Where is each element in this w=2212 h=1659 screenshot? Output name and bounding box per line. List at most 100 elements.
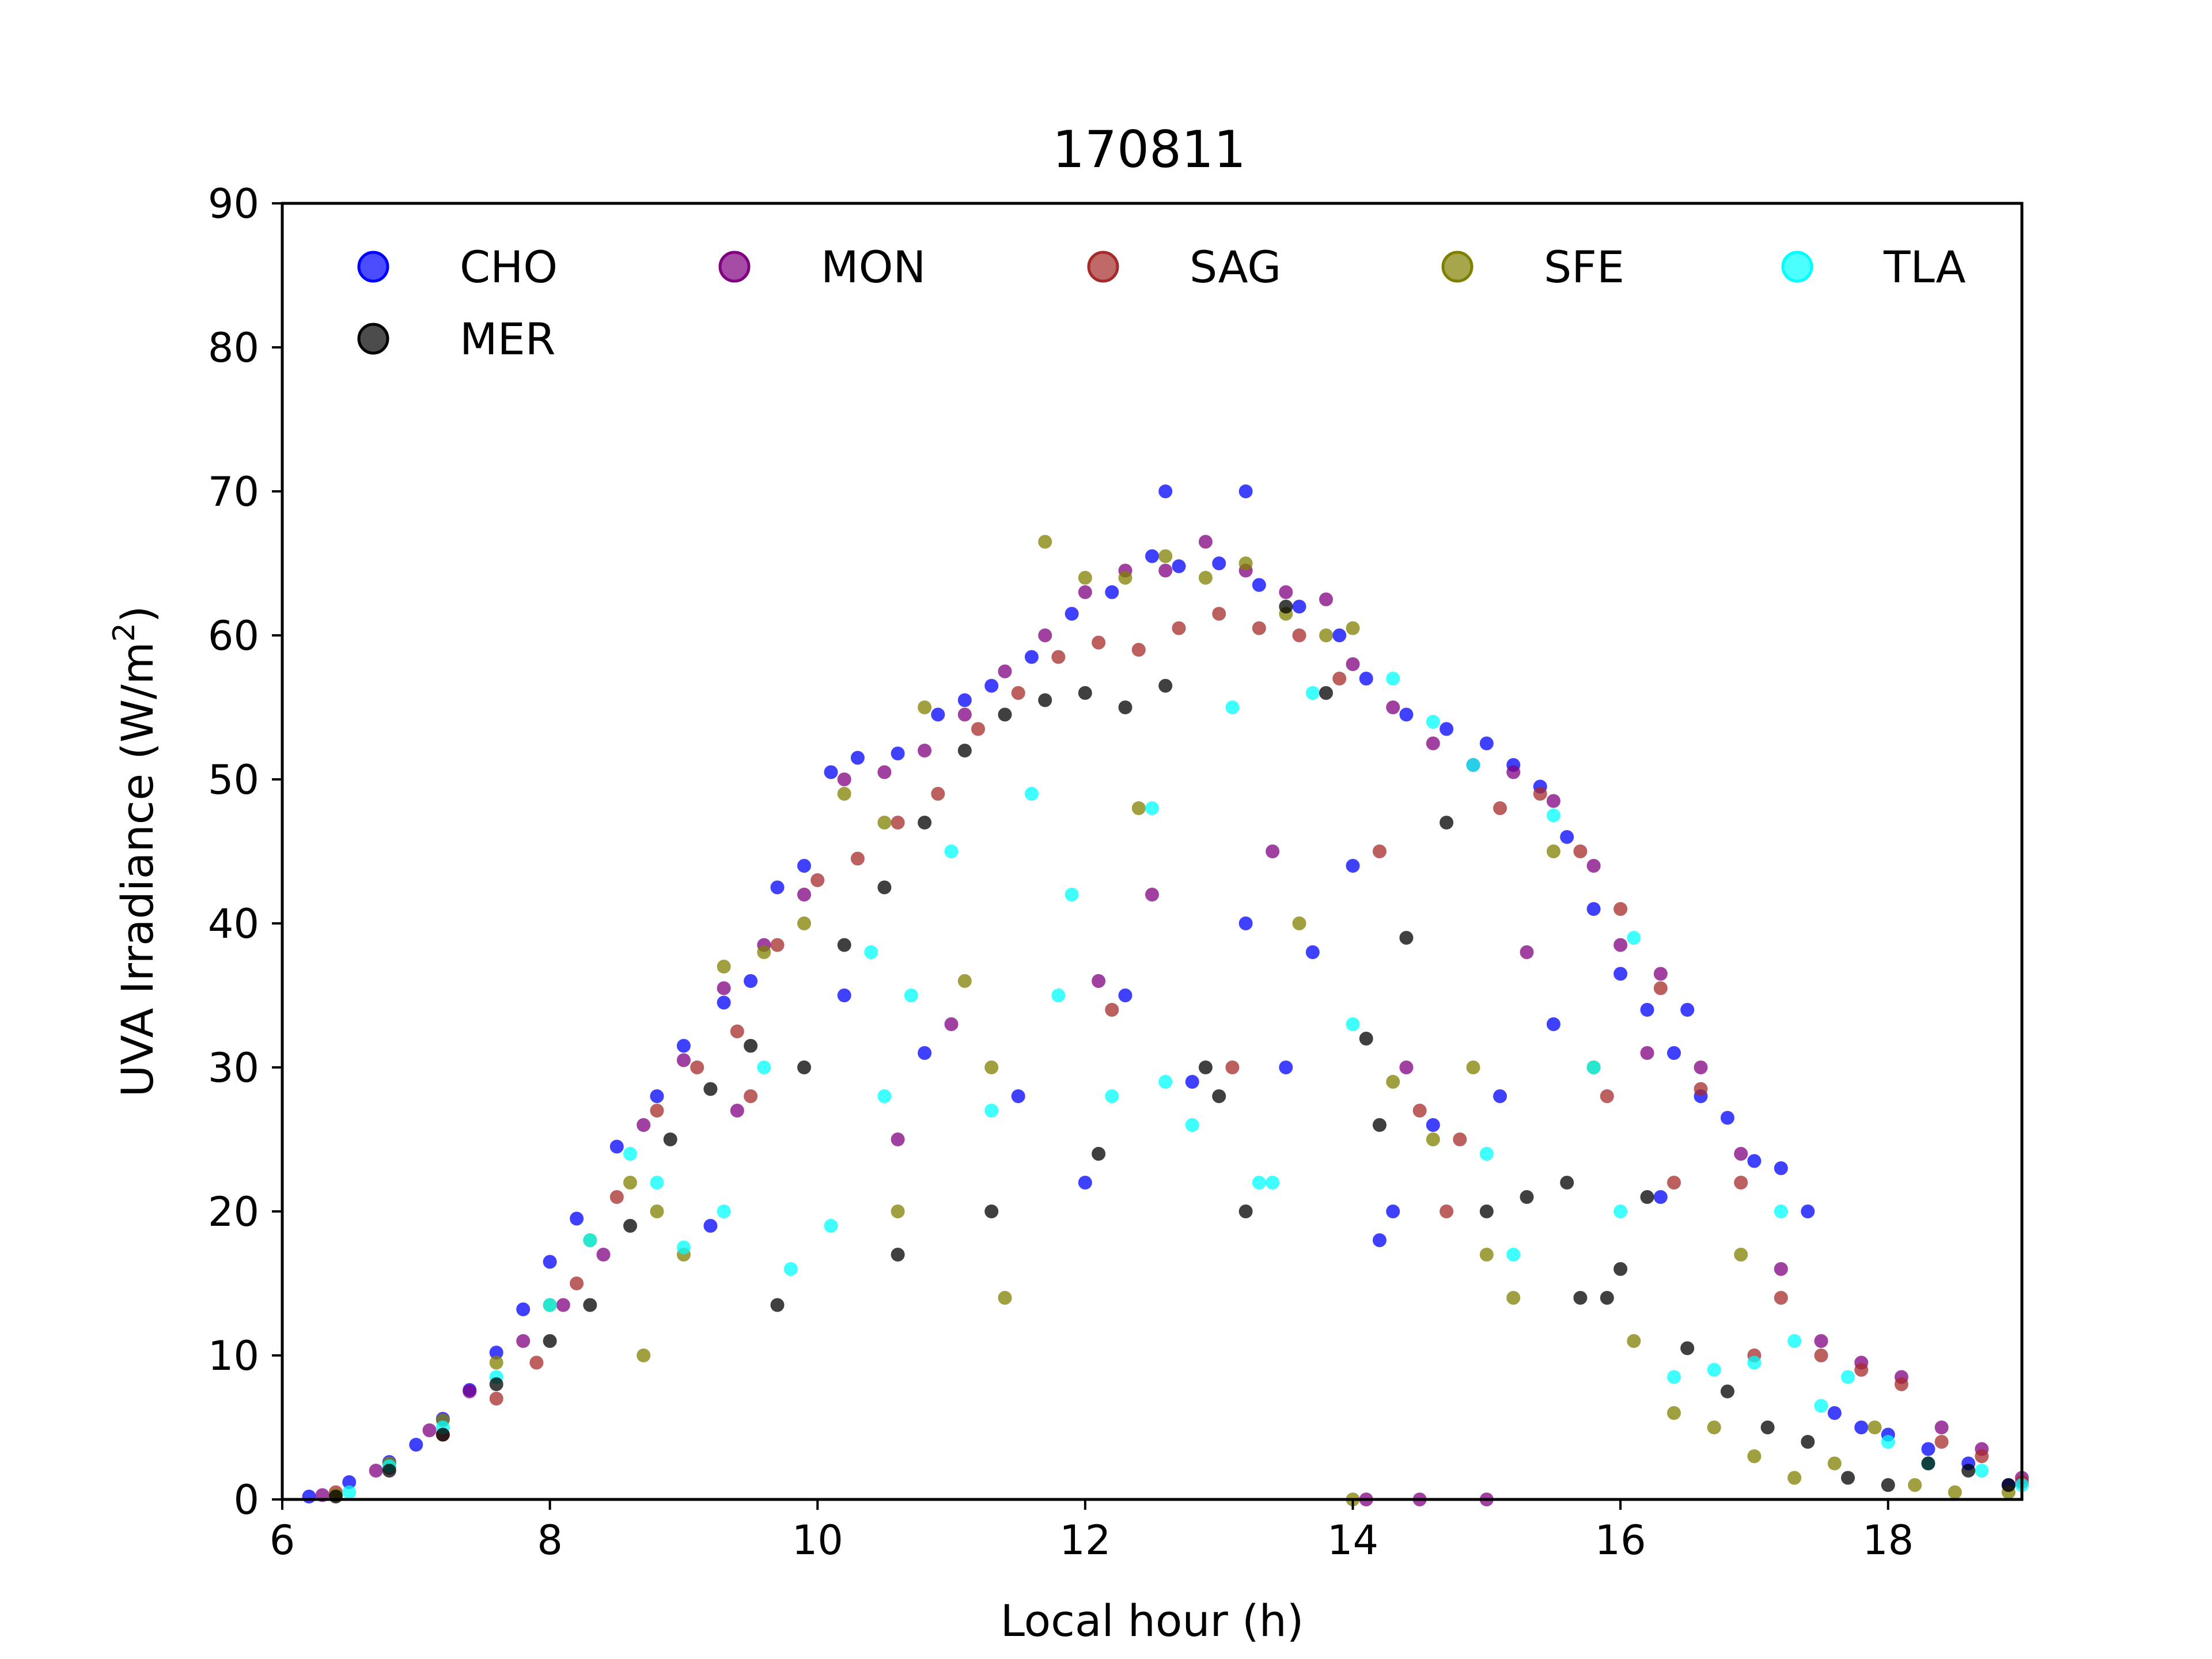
data-point-cho-20 <box>931 707 945 722</box>
data-point-tla-6 <box>623 1147 637 1161</box>
data-point-mer-41 <box>2001 1478 2016 1492</box>
data-point-cho-54 <box>837 988 851 1002</box>
data-point-cho-33 <box>1399 707 1414 722</box>
data-point-tla-28 <box>1466 758 1480 772</box>
data-point-mer-42 <box>891 1248 905 1262</box>
data-point-cho-34 <box>1440 722 1454 736</box>
x-tick-label-8: 8 <box>537 1517 563 1564</box>
data-point-tla-4 <box>543 1298 557 1312</box>
data-point-mer-29 <box>1520 1190 1534 1204</box>
data-point-cho-3 <box>409 1438 423 1452</box>
y-tick-label-90: 90 <box>208 180 259 228</box>
legend-label-mer: MER <box>460 313 555 365</box>
data-point-sfe-46 <box>1292 916 1306 930</box>
data-point-mer-36 <box>1801 1435 1815 1449</box>
legend-item-sag: SAG <box>1087 241 1281 293</box>
data-point-tla-45 <box>1158 1075 1173 1089</box>
legend-marker-sag <box>1087 251 1119 283</box>
data-point-tla-5 <box>583 1233 597 1247</box>
data-point-sag-23 <box>1292 628 1306 642</box>
data-point-sag-10 <box>770 938 785 952</box>
series-mon <box>315 535 2029 1506</box>
y-tick-label-30: 30 <box>208 1044 259 1092</box>
data-point-sag-28 <box>1493 801 1507 815</box>
data-point-sag-39 <box>1934 1435 1949 1449</box>
data-point-mer-48 <box>1613 1262 1628 1276</box>
data-point-cho-46 <box>1774 1161 1788 1175</box>
data-point-mer-19 <box>1118 700 1132 714</box>
data-point-mer-27 <box>1440 816 1454 830</box>
data-point-sag-43 <box>1105 1003 1119 1017</box>
data-point-mer-9 <box>744 1039 758 1053</box>
data-point-cho-24 <box>1065 607 1079 621</box>
data-point-sfe-14 <box>918 700 932 714</box>
data-point-tla-47 <box>1479 1147 1494 1161</box>
data-point-sfe-18 <box>1078 571 1092 585</box>
data-point-mon-4 <box>516 1334 531 1348</box>
data-point-mer-7 <box>663 1132 677 1146</box>
legend-label-mon: MON <box>821 241 926 293</box>
data-point-mon-2 <box>422 1423 437 1437</box>
data-point-tla-33 <box>1667 1370 1681 1384</box>
data-point-mon-51 <box>1520 945 1534 959</box>
data-point-sag-4 <box>529 1355 544 1370</box>
data-point-sfe-21 <box>1198 571 1213 585</box>
data-point-mer-13 <box>877 880 892 895</box>
data-point-cho-40 <box>1613 967 1628 981</box>
data-point-cho-32 <box>1359 672 1373 685</box>
data-point-sfe-15 <box>957 974 972 988</box>
legend-marker-cho <box>357 251 389 283</box>
chart-title: 170811 <box>1052 120 1246 179</box>
data-point-mer-31 <box>1600 1291 1614 1305</box>
data-point-tla-49 <box>1774 1205 1788 1218</box>
data-point-sfe-37 <box>1827 1456 1842 1471</box>
data-point-sfe-13 <box>877 816 892 830</box>
data-point-tla-13 <box>864 945 878 959</box>
data-point-mer-40 <box>1961 1464 1976 1478</box>
y-axis-label-exponent: 2 <box>107 623 142 642</box>
data-point-mer-43 <box>984 1205 999 1218</box>
data-point-mon-49 <box>1266 844 1280 858</box>
data-point-sag-27 <box>1453 1132 1467 1146</box>
data-point-cho-23 <box>1024 650 1039 664</box>
data-point-sag-33 <box>1694 1082 1708 1096</box>
data-point-sag-30 <box>1573 844 1588 858</box>
data-point-tla-20 <box>1145 801 1159 815</box>
data-point-tla-43 <box>877 1089 892 1103</box>
data-point-tla-14 <box>904 988 918 1002</box>
data-point-mer-26 <box>1399 931 1414 945</box>
data-point-mer-8 <box>703 1082 718 1096</box>
data-point-cho-55 <box>918 1046 932 1060</box>
legend-item-tla: TLA <box>1781 241 1966 293</box>
data-point-sag-3 <box>489 1392 503 1406</box>
data-point-mon-34 <box>1694 1060 1708 1074</box>
data-point-mer-16 <box>998 707 1012 722</box>
legend-item-mer: MER <box>357 313 555 365</box>
data-point-mer-22 <box>1238 1205 1253 1218</box>
data-point-tla-38 <box>1841 1370 1855 1384</box>
data-point-mon-36 <box>1774 1262 1788 1276</box>
data-point-sfe-48 <box>1479 1248 1494 1262</box>
data-point-mon-40 <box>1934 1421 1949 1434</box>
data-point-cho-19 <box>891 747 905 760</box>
data-point-sag-16 <box>1011 686 1025 700</box>
data-point-cho-64 <box>1653 1190 1668 1204</box>
data-point-mer-47 <box>1573 1291 1588 1305</box>
data-point-cho-26 <box>1145 549 1159 563</box>
legend-item-sfe: SFE <box>1441 241 1624 293</box>
data-point-tla-7 <box>650 1176 664 1190</box>
data-point-mon-46 <box>730 1104 744 1118</box>
data-point-mer-18 <box>1078 686 1092 700</box>
data-point-sag-19 <box>1131 643 1146 657</box>
data-point-tla-30 <box>1546 808 1560 823</box>
data-point-sfe-7 <box>650 1205 664 1218</box>
data-point-mer-24 <box>1319 686 1333 700</box>
data-point-mer-2 <box>435 1427 450 1442</box>
data-point-sag-44 <box>1225 1060 1240 1074</box>
data-point-mon-25 <box>1346 657 1360 671</box>
data-point-sag-42 <box>744 1089 758 1103</box>
data-point-mer-46 <box>1372 1118 1387 1132</box>
data-point-cho-57 <box>1118 988 1132 1002</box>
data-point-sfe-43 <box>891 1205 905 1218</box>
